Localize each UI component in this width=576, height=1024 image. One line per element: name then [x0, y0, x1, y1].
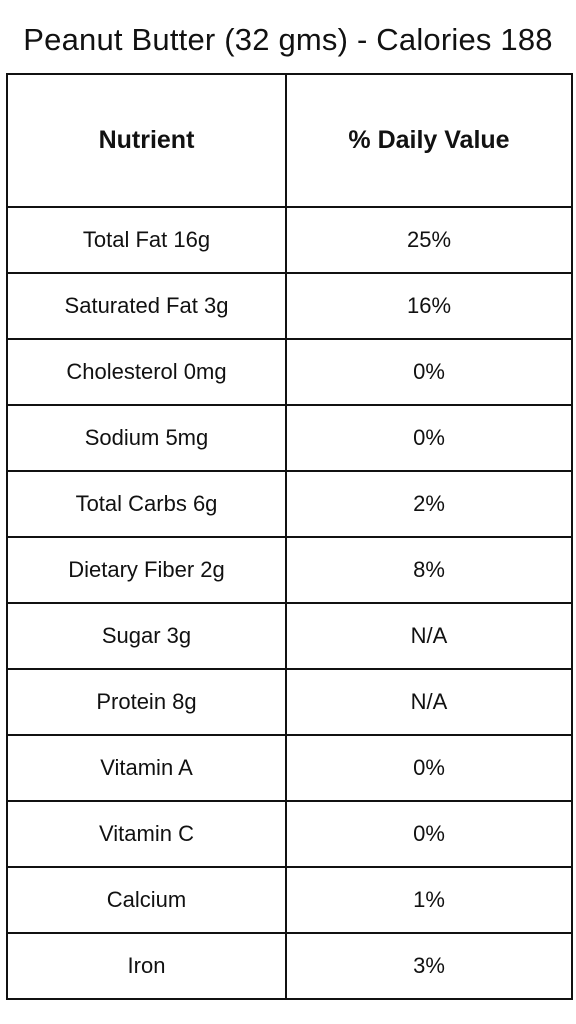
nutrient-cell: Saturated Fat 3g	[6, 272, 287, 340]
table-row: Vitamin A 0%	[6, 734, 573, 802]
nutrient-cell: Total Carbs 6g	[6, 470, 287, 538]
table-row: Sodium 5mg 0%	[6, 404, 573, 472]
table-row: Saturated Fat 3g 16%	[6, 272, 573, 340]
nutrient-cell: Iron	[6, 932, 287, 1000]
nutrition-table: Nutrient % Daily Value Total Fat 16g 25%…	[6, 73, 573, 1000]
table-row: Cholesterol 0mg 0%	[6, 338, 573, 406]
table-row: Total Fat 16g 25%	[6, 206, 573, 274]
table-row: Iron 3%	[6, 932, 573, 1000]
daily-value-cell: N/A	[285, 602, 573, 670]
nutrient-cell: Total Fat 16g	[6, 206, 287, 274]
nutrient-cell: Calcium	[6, 866, 287, 934]
nutrient-cell: Sugar 3g	[6, 602, 287, 670]
daily-value-cell: N/A	[285, 668, 573, 736]
daily-value-cell: 25%	[285, 206, 573, 274]
nutrient-cell: Vitamin A	[6, 734, 287, 802]
nutrient-cell: Sodium 5mg	[6, 404, 287, 472]
daily-value-cell: 2%	[285, 470, 573, 538]
daily-value-cell: 0%	[285, 734, 573, 802]
table-row: Sugar 3g N/A	[6, 602, 573, 670]
table-row: Dietary Fiber 2g 8%	[6, 536, 573, 604]
table-row: Protein 8g N/A	[6, 668, 573, 736]
column-header-daily-value: % Daily Value	[285, 73, 573, 208]
daily-value-cell: 16%	[285, 272, 573, 340]
nutrient-cell: Dietary Fiber 2g	[6, 536, 287, 604]
table-header-row: Nutrient % Daily Value	[6, 73, 573, 208]
daily-value-cell: 8%	[285, 536, 573, 604]
table-row: Vitamin C 0%	[6, 800, 573, 868]
page-title: Peanut Butter (32 gms) - Calories 188	[23, 22, 553, 57]
table-row: Calcium 1%	[6, 866, 573, 934]
nutrient-cell: Cholesterol 0mg	[6, 338, 287, 406]
daily-value-cell: 1%	[285, 866, 573, 934]
daily-value-cell: 0%	[285, 338, 573, 406]
daily-value-cell: 0%	[285, 404, 573, 472]
daily-value-cell: 0%	[285, 800, 573, 868]
daily-value-cell: 3%	[285, 932, 573, 1000]
nutrient-cell: Vitamin C	[6, 800, 287, 868]
column-header-nutrient: Nutrient	[6, 73, 287, 208]
nutrient-cell: Protein 8g	[6, 668, 287, 736]
table-row: Total Carbs 6g 2%	[6, 470, 573, 538]
